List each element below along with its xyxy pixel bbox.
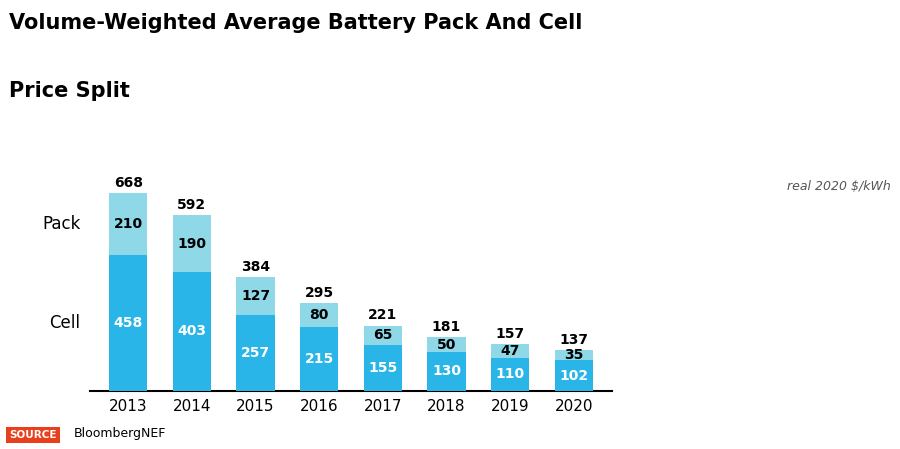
Text: BloombergNEF: BloombergNEF (74, 427, 166, 440)
Text: Cell: Cell (50, 314, 80, 332)
Bar (237, 277, 274, 315)
Text: Price Split: Price Split (9, 81, 130, 101)
Text: 384: 384 (241, 260, 270, 273)
Bar (554, 361, 593, 391)
Text: 155: 155 (368, 361, 398, 375)
Text: 137: 137 (559, 333, 589, 347)
Text: 102: 102 (559, 369, 589, 383)
Text: 127: 127 (241, 289, 270, 303)
Bar (554, 350, 593, 361)
Bar (173, 272, 211, 391)
Bar (364, 326, 402, 345)
Text: 210: 210 (113, 217, 143, 231)
Bar (109, 194, 148, 255)
Text: 181: 181 (432, 320, 461, 334)
Bar (109, 255, 148, 391)
Text: 668: 668 (113, 176, 143, 190)
Text: 221: 221 (368, 308, 398, 322)
Bar (364, 345, 402, 391)
Text: 35: 35 (564, 348, 583, 362)
Bar (428, 352, 465, 391)
Bar (300, 304, 338, 327)
Text: real 2020 $/kWh: real 2020 $/kWh (788, 180, 891, 193)
Text: 157: 157 (496, 327, 525, 341)
Text: 592: 592 (177, 198, 206, 212)
Text: 215: 215 (304, 352, 334, 366)
Bar (237, 315, 274, 391)
Text: SOURCE: SOURCE (9, 430, 57, 440)
Text: 110: 110 (496, 367, 525, 381)
Bar (491, 358, 529, 391)
Bar (173, 216, 211, 272)
Bar (428, 338, 465, 352)
Bar (491, 344, 529, 358)
Text: 403: 403 (177, 324, 206, 338)
Text: 458: 458 (113, 316, 143, 330)
Text: 50: 50 (436, 338, 456, 352)
Text: Volume-Weighted Average Battery Pack And Cell: Volume-Weighted Average Battery Pack And… (9, 13, 582, 34)
Bar (300, 327, 338, 391)
Text: 80: 80 (310, 308, 328, 322)
Text: Pack: Pack (42, 216, 80, 233)
Text: 295: 295 (304, 286, 334, 300)
Text: 257: 257 (241, 346, 270, 360)
Text: 130: 130 (432, 365, 461, 379)
Text: 47: 47 (500, 344, 520, 358)
Text: 190: 190 (177, 237, 206, 251)
Text: 65: 65 (374, 328, 392, 342)
